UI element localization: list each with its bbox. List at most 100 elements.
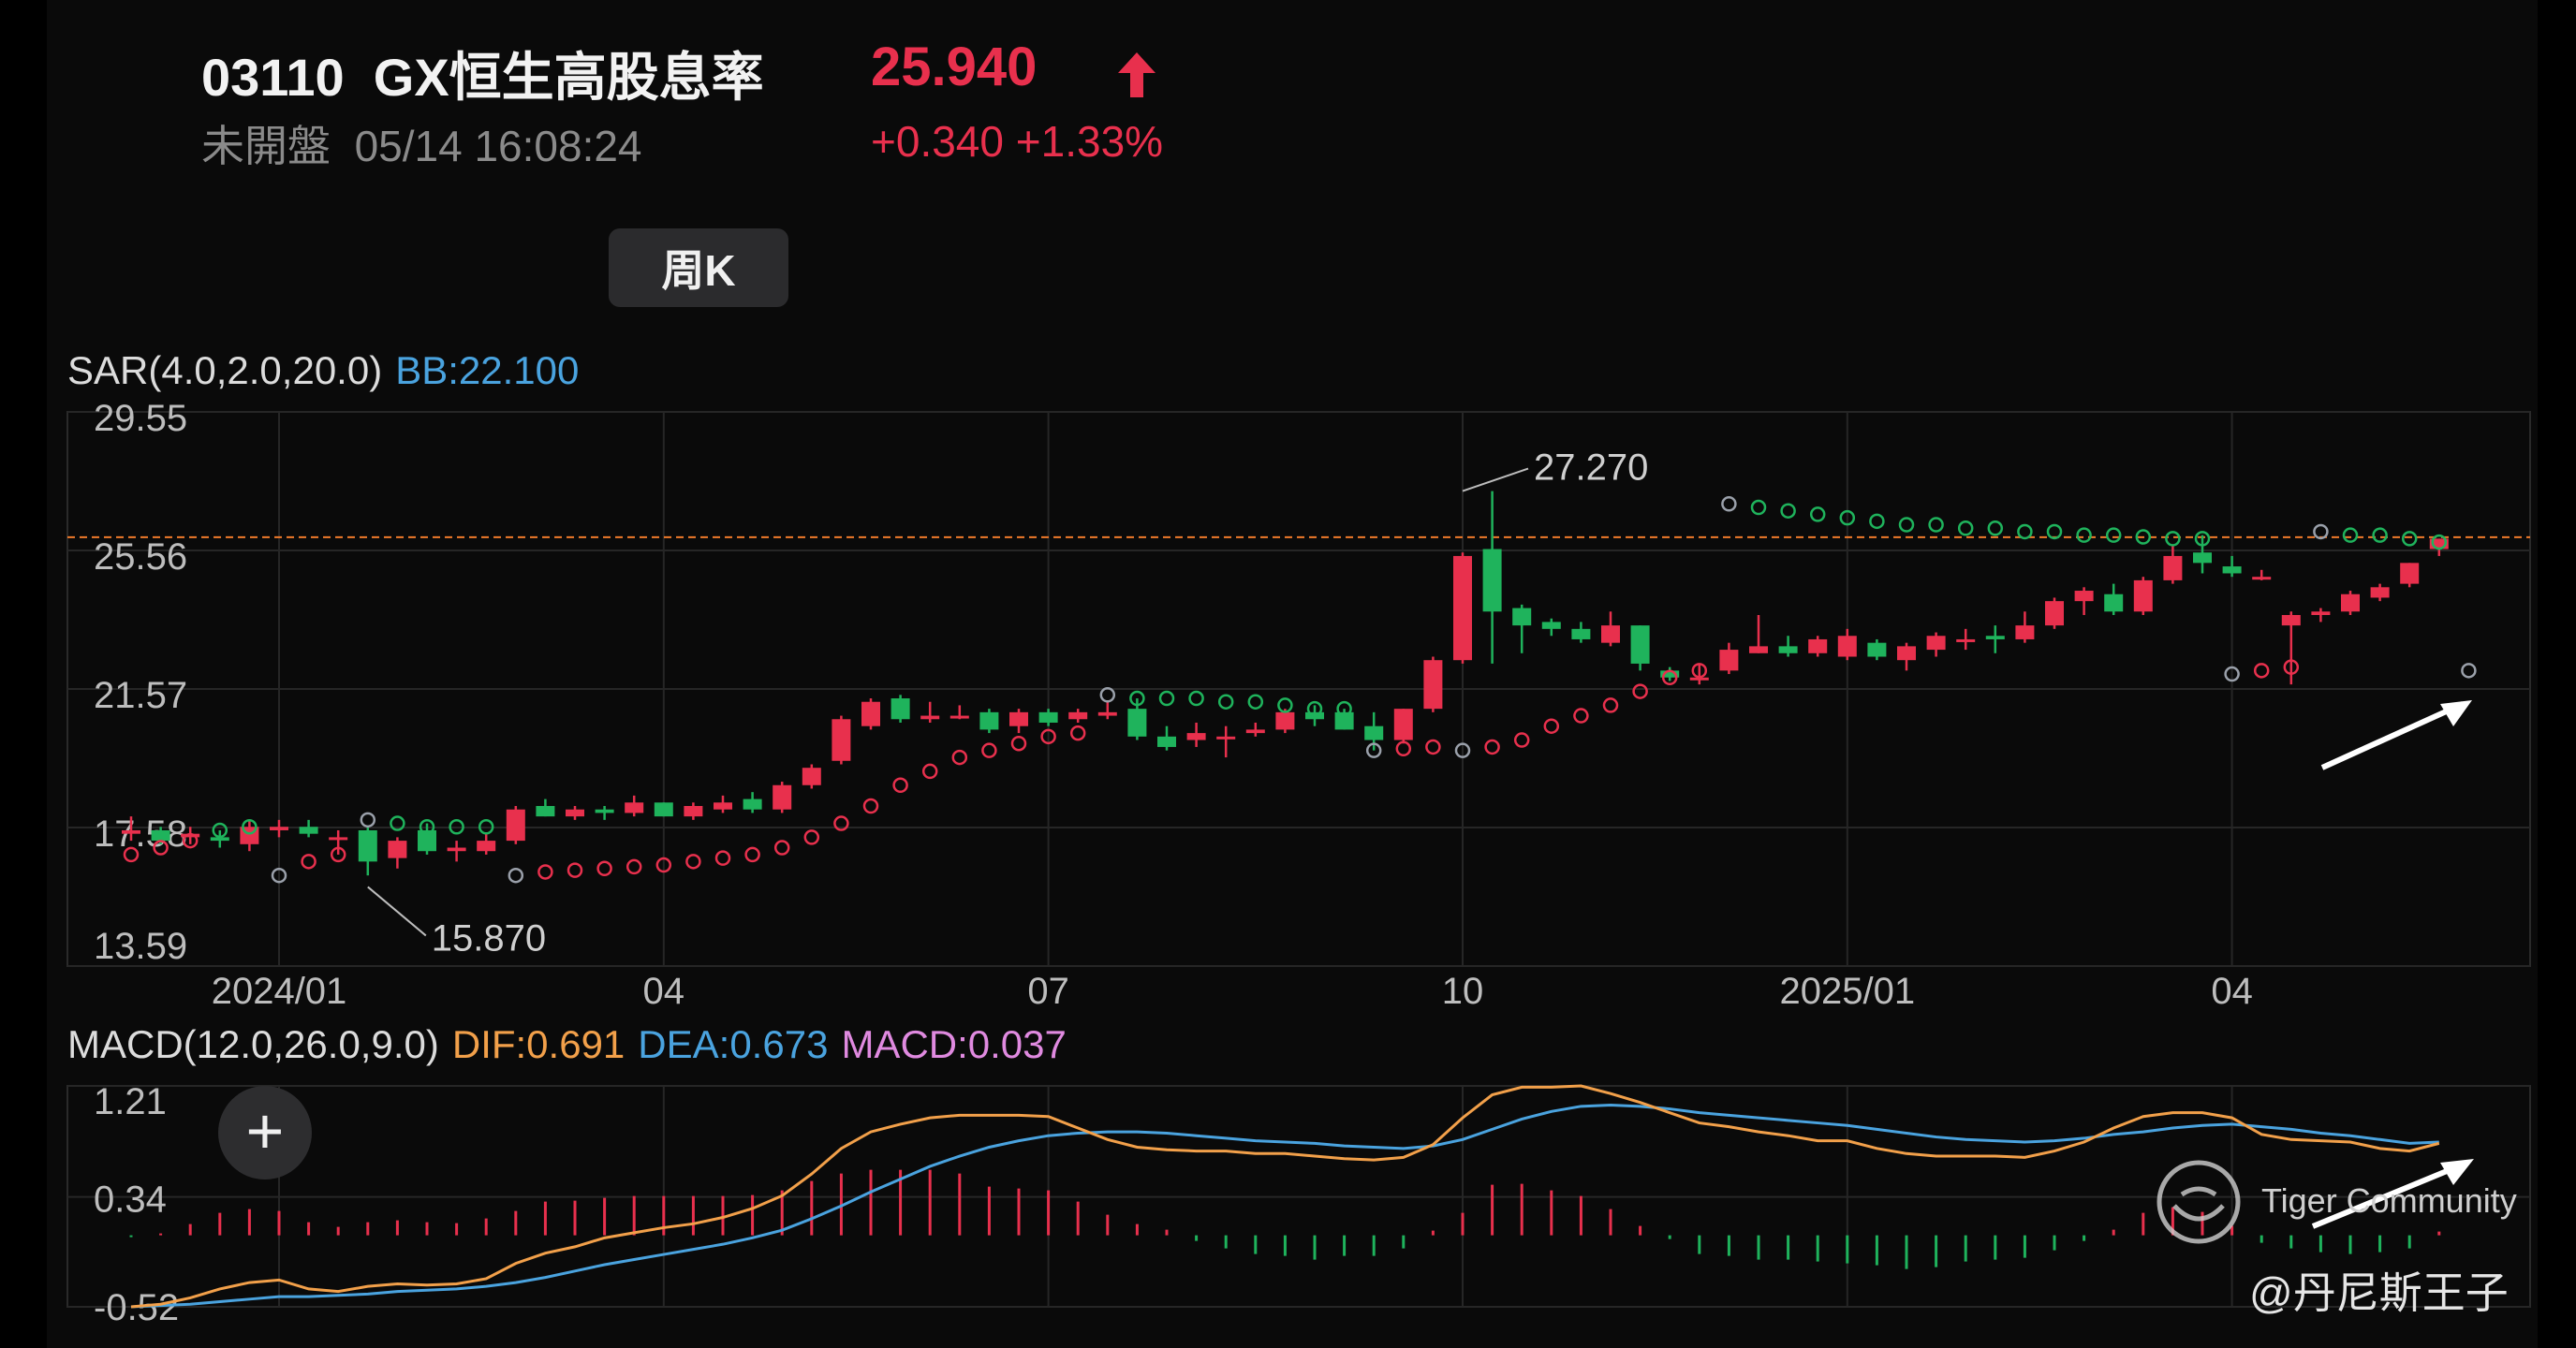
stock-chart-screen: 03110 GX恒生高股息率 25.940 未開盤 05/14 16:08:24… [47,0,2538,1348]
sar-bb-value: BB:22.100 [395,348,580,392]
candle-body [1778,646,1798,653]
y-tick-label: 17.58 [94,813,187,855]
current-price: 25.940 [871,37,1038,97]
sar-dot [2372,527,2388,543]
candle-body [2015,625,2035,639]
candle-body [122,829,140,834]
sar-dot [714,850,731,866]
sar-dot [833,815,849,831]
price-change: +0.340 +1.33% [871,117,1164,166]
sar-label: SAR(4.0,2.0,20.0) [67,348,383,392]
candle-body [477,841,496,852]
sar-dot [153,840,169,856]
watermark-text: Tiger Community [2261,1181,2517,1220]
candle-body [1393,709,1413,740]
sar-dot [2313,523,2329,540]
x-tick-label: 2024/01 [212,971,347,1012]
annotation-arrowhead-main [2440,700,2472,726]
candle-body [832,719,851,761]
sar-dot [508,867,524,884]
candle-body [2341,593,2360,612]
sar-dot [2401,531,2418,547]
sar-dot [1099,687,1116,703]
sar-dot [892,777,908,793]
candle-body [861,701,880,726]
sar-dot [1158,690,1175,707]
sar-dot [596,860,612,877]
sar-dot [2283,659,2300,675]
sar-dot [1010,735,1027,752]
y-tick-label: 25.56 [94,536,187,578]
candle-body [1837,636,1857,657]
sar-dot [1987,520,2004,536]
candle-body [2311,611,2331,615]
add-indicator-button[interactable]: + [218,1086,312,1180]
candle-body [1275,711,1295,730]
candle-body [210,837,229,842]
candle-body [1216,736,1236,740]
sar-dot [1217,694,1234,710]
sar-dot [773,840,790,856]
candle-body [2281,614,2301,626]
candle-body [2163,555,2183,580]
candle-body [1038,711,1058,723]
sar-dot [2076,527,2092,543]
sar-dot [1928,517,1944,533]
candle-body [1068,711,1088,720]
sar-dot [2017,523,2033,540]
candlestick-chart[interactable]: 29.55 25.56 21.57 17.58 13.59 2024/01 04 07 10 20… [47,0,2538,1348]
sar-indicator-header[interactable]: SAR(4.0,2.0,20.0) BB:22.100 [67,348,592,393]
sar-dot [1780,503,1796,519]
macd-indicator-header[interactable]: MACD(12.0,26.0,9.0) DIF:0.691 DEA:0.673 MAC… [67,1022,1080,1067]
candle-body [2045,601,2064,626]
sar-dot [1661,669,1678,686]
candle-body [1630,625,1650,664]
period-weekly-button[interactable]: 周K [609,228,788,307]
sar-dot [301,854,316,870]
candle-body [1245,729,1265,734]
candle-body [1689,677,1709,681]
sar-dot [1691,663,1708,679]
sar-dot [1632,683,1648,699]
sar-dot [1602,697,1619,713]
sar-dot [1306,700,1323,717]
sar-dot [1277,697,1293,713]
annotation-arrow-macd [2311,1162,2465,1229]
candle-body [920,715,940,720]
candle-body [773,784,792,810]
sar-dot [1898,517,1915,533]
sar-dot [449,819,464,835]
low-annotation: 15.870 [432,917,546,959]
sar-dot [2046,523,2063,540]
candle-body [1127,709,1147,737]
sar-dot [390,815,405,831]
sar-dot [2105,527,2122,543]
annotation-leader [367,886,427,937]
candle-body [1453,555,1472,661]
sar-dot [478,819,494,835]
candle-body [566,809,584,817]
candle-body [2222,566,2242,574]
macd-y-tick-label: 0.34 [94,1180,167,1221]
macd-label: MACD(12.0,26.0,9.0) [67,1022,439,1066]
candle-body [358,829,377,862]
candle-body [684,806,703,817]
candle-body [181,833,200,838]
tiger-logo-icon [2156,1160,2241,1244]
sar-dot [1425,739,1441,755]
sar-dot [2461,663,2477,679]
candle-body [1749,646,1768,653]
candle-body [270,827,288,830]
sar-dot [1454,742,1471,758]
sar-dot [951,749,968,766]
candle-body [536,806,555,817]
candle-body [1541,622,1561,629]
candle-body [2429,538,2449,549]
sar-dot [330,846,346,863]
candle-body [1186,733,1206,740]
sar-dot [2194,531,2211,547]
candle-body [1571,628,1591,639]
candle-body [2370,587,2390,598]
candle-body [1482,549,1502,612]
candle-body [1423,660,1443,710]
